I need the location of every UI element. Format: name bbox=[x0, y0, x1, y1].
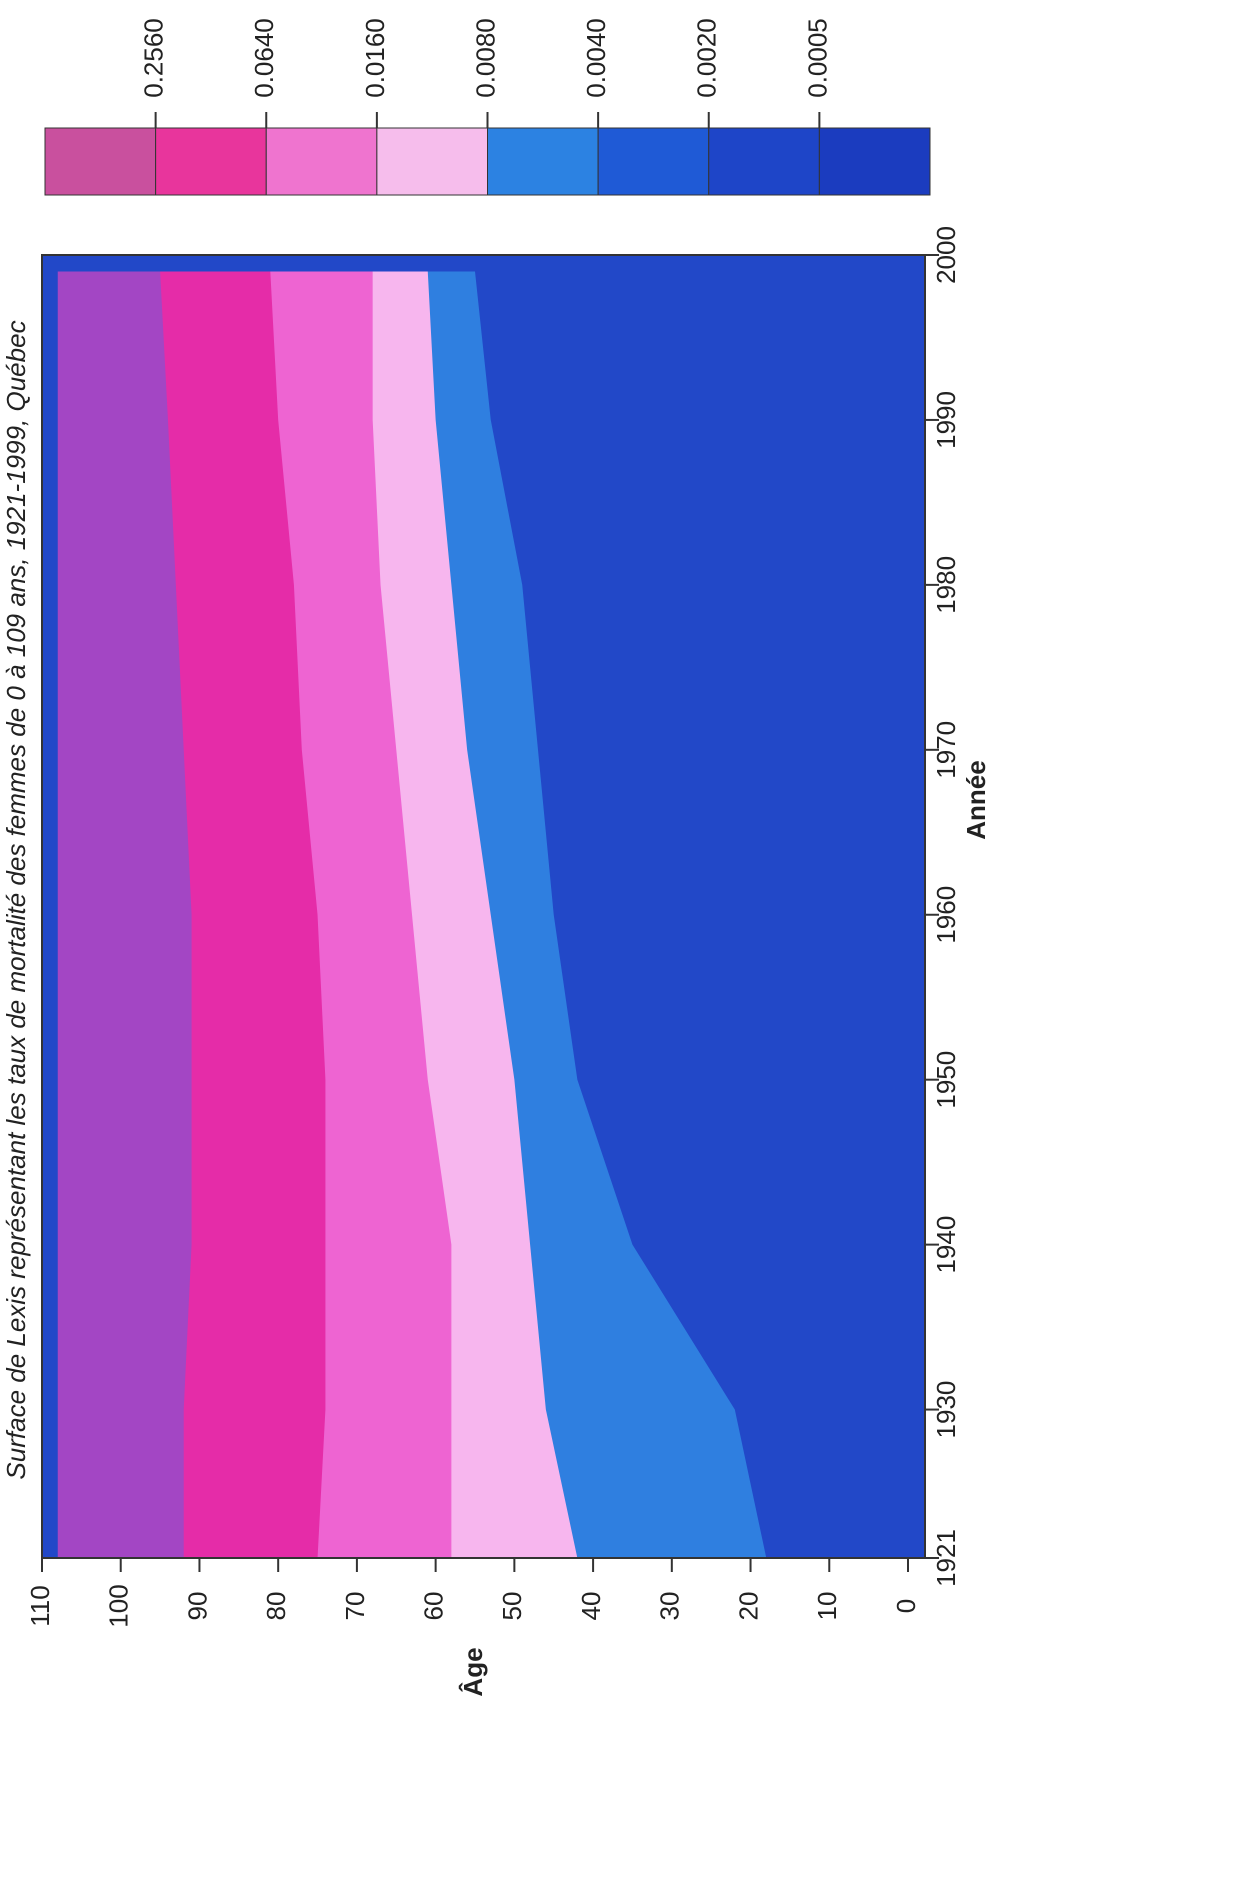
x-tick-label: 1930 bbox=[931, 1381, 961, 1439]
y-tick-label: 90 bbox=[182, 1592, 212, 1621]
y-tick-label: 80 bbox=[261, 1592, 291, 1621]
x-tick-label: 1960 bbox=[931, 886, 961, 944]
x-tick-label: 1950 bbox=[931, 1051, 961, 1109]
legend-swatch bbox=[708, 127, 820, 196]
legend-label: 0.0160 bbox=[360, 18, 390, 98]
y-tick-label: 70 bbox=[340, 1592, 370, 1621]
legend-swatch bbox=[597, 127, 710, 196]
x-axis-label: Année bbox=[961, 760, 991, 839]
legend-label: 0.2560 bbox=[139, 18, 169, 98]
y-tick-label: 40 bbox=[576, 1592, 606, 1621]
legend-swatch bbox=[376, 127, 488, 196]
legend-label: 0.0020 bbox=[692, 18, 722, 98]
x-tick-label: 1970 bbox=[931, 721, 961, 779]
x-tick-label: 2000 bbox=[931, 226, 961, 284]
y-tick-label: 50 bbox=[497, 1592, 527, 1621]
legend-swatch bbox=[818, 127, 931, 196]
chart-title: Surface de Lexis représentant les taux d… bbox=[1, 320, 31, 1479]
legend-label: 0.0005 bbox=[802, 18, 832, 98]
legend-swatch bbox=[265, 127, 378, 196]
x-tick-label: 1921 bbox=[931, 1529, 961, 1587]
legend-swatch bbox=[44, 127, 157, 196]
legend-label: 0.0080 bbox=[470, 18, 500, 98]
y-tick-label: 100 bbox=[104, 1584, 134, 1627]
y-tick-label: 110 bbox=[25, 1585, 55, 1626]
legend-swatch bbox=[487, 127, 599, 196]
y-axis-label: Âge bbox=[458, 1647, 488, 1696]
legend-label: 0.0040 bbox=[581, 18, 611, 98]
x-tick-label: 1940 bbox=[931, 1216, 961, 1274]
y-tick-label: 20 bbox=[733, 1592, 763, 1621]
x-tick-label: 1980 bbox=[931, 556, 961, 614]
band-area bbox=[475, 271, 908, 1559]
legend-label: 0.0640 bbox=[249, 18, 279, 98]
y-tick-label: 10 bbox=[812, 1592, 842, 1621]
legend-swatch bbox=[155, 127, 267, 196]
y-tick-label: 0 bbox=[891, 1599, 921, 1613]
y-tick-label: 60 bbox=[419, 1592, 449, 1621]
x-tick-label: 1990 bbox=[931, 391, 961, 449]
plot-frame bbox=[41, 254, 926, 1559]
y-tick-label: 30 bbox=[655, 1592, 685, 1621]
